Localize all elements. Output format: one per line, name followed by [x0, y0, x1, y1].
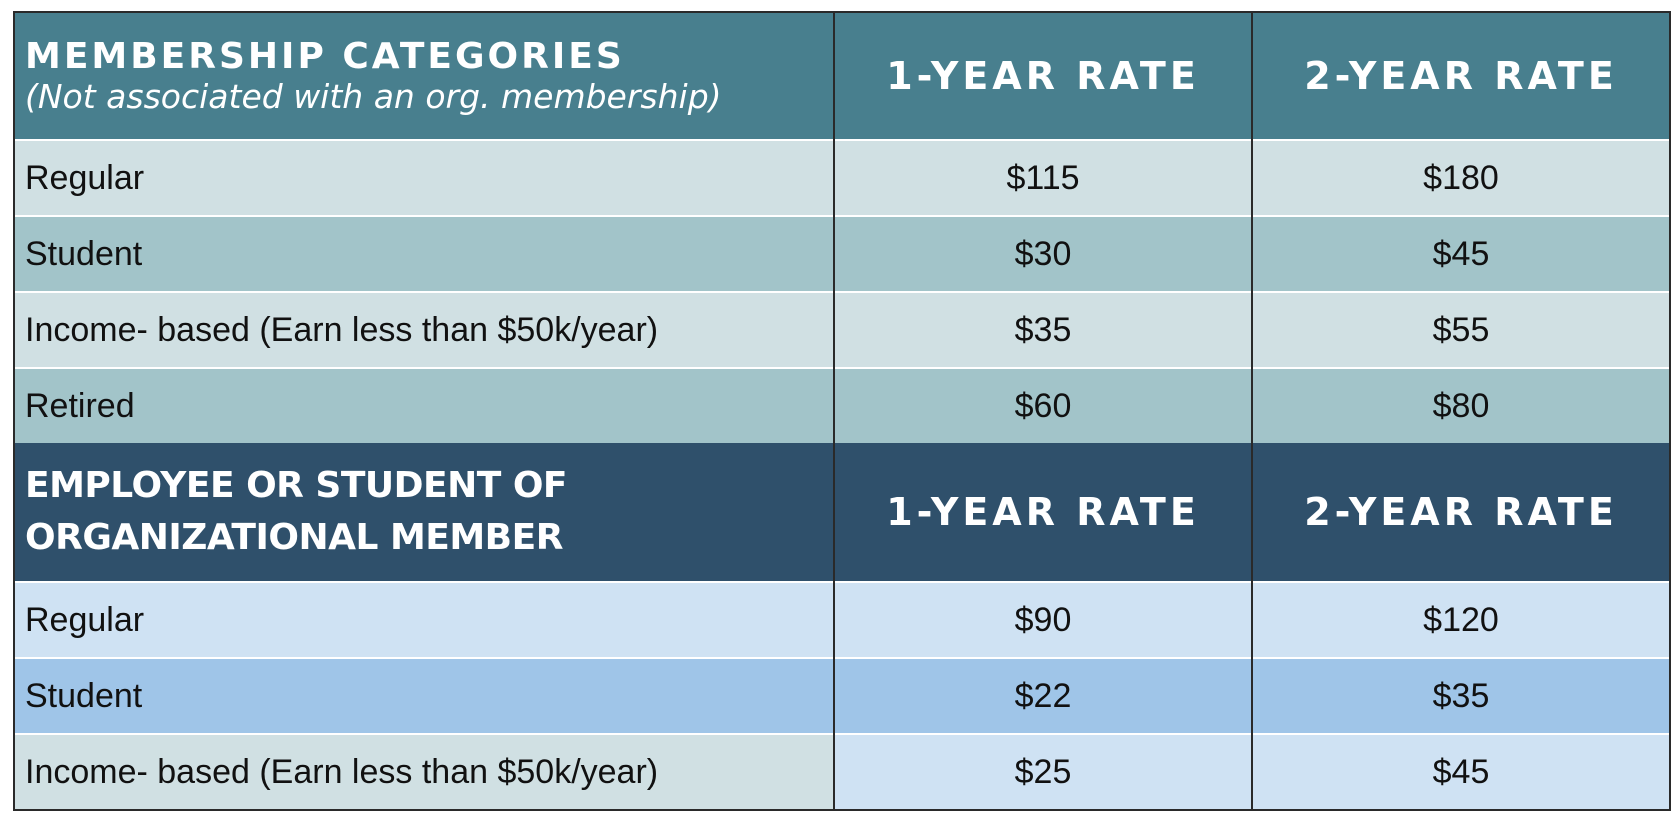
- header-title: MEMBERSHIP CATEGORIES: [25, 36, 625, 77]
- rate-cell: $45: [1251, 733, 1671, 810]
- rate-cell: $35: [1251, 657, 1671, 734]
- category-cell: Regular: [13, 581, 835, 658]
- header-subtitle: (Not associated with an org. membership): [25, 77, 722, 116]
- rate-cell: $180: [1251, 139, 1671, 216]
- rate-cell: $60: [833, 367, 1253, 443]
- rate-cell: $25: [833, 733, 1253, 810]
- rate-cell: $80: [1251, 367, 1671, 443]
- header-cell: EMPLOYEE OR STUDENT OF ORGANIZATIONAL ME…: [13, 443, 835, 582]
- rate-cell: $35: [833, 291, 1253, 368]
- table-row: Student $22 $35: [13, 657, 1671, 734]
- table-row: Retired $60 $80: [13, 367, 1671, 443]
- table-body: MEMBERSHIP CATEGORIES (Not associated wit…: [13, 12, 1671, 810]
- category-cell: Student: [13, 657, 835, 734]
- rate-cell: $22: [833, 657, 1253, 734]
- header-row: EMPLOYEE OR STUDENT OF ORGANIZATIONAL ME…: [13, 443, 1671, 582]
- table-row: Regular $115 $180: [13, 139, 1671, 216]
- rate-cell: $115: [833, 139, 1253, 216]
- category-cell: Regular: [13, 139, 835, 216]
- rate-cell: $120: [1251, 581, 1671, 658]
- header-rate: 1-YEAR RATE: [833, 12, 1253, 140]
- header-title: EMPLOYEE OR STUDENT OF ORGANIZATIONAL ME…: [25, 464, 568, 558]
- category-cell: Income- based (Earn less than $50k/year): [13, 291, 835, 368]
- table-row: Regular $90 $120: [13, 581, 1671, 658]
- rate-cell: $55: [1251, 291, 1671, 368]
- header-rate: 1-YEAR RATE: [833, 443, 1253, 582]
- table-container: MEMBERSHIP CATEGORIES (Not associated wit…: [13, 11, 1671, 811]
- category-cell: Student: [13, 215, 835, 292]
- header-rate: 2-YEAR RATE: [1251, 443, 1671, 582]
- table-row: Student $30 $45: [13, 215, 1671, 292]
- table-row: Income- based (Earn less than $50k/year)…: [13, 291, 1671, 368]
- rate-cell: $45: [1251, 215, 1671, 292]
- rates-table: MEMBERSHIP CATEGORIES (Not associated wit…: [13, 11, 1671, 811]
- category-cell: Retired: [13, 367, 835, 443]
- rate-cell: $90: [833, 581, 1253, 658]
- rate-cell: $30: [833, 215, 1253, 292]
- header-rate: 2-YEAR RATE: [1251, 12, 1671, 140]
- header-row: MEMBERSHIP CATEGORIES (Not associated wit…: [13, 12, 1671, 140]
- table-row: Income- based (Earn less than $50k/year)…: [13, 733, 1671, 810]
- category-cell: Income- based (Earn less than $50k/year): [13, 733, 835, 810]
- header-cell: MEMBERSHIP CATEGORIES (Not associated wit…: [13, 12, 835, 140]
